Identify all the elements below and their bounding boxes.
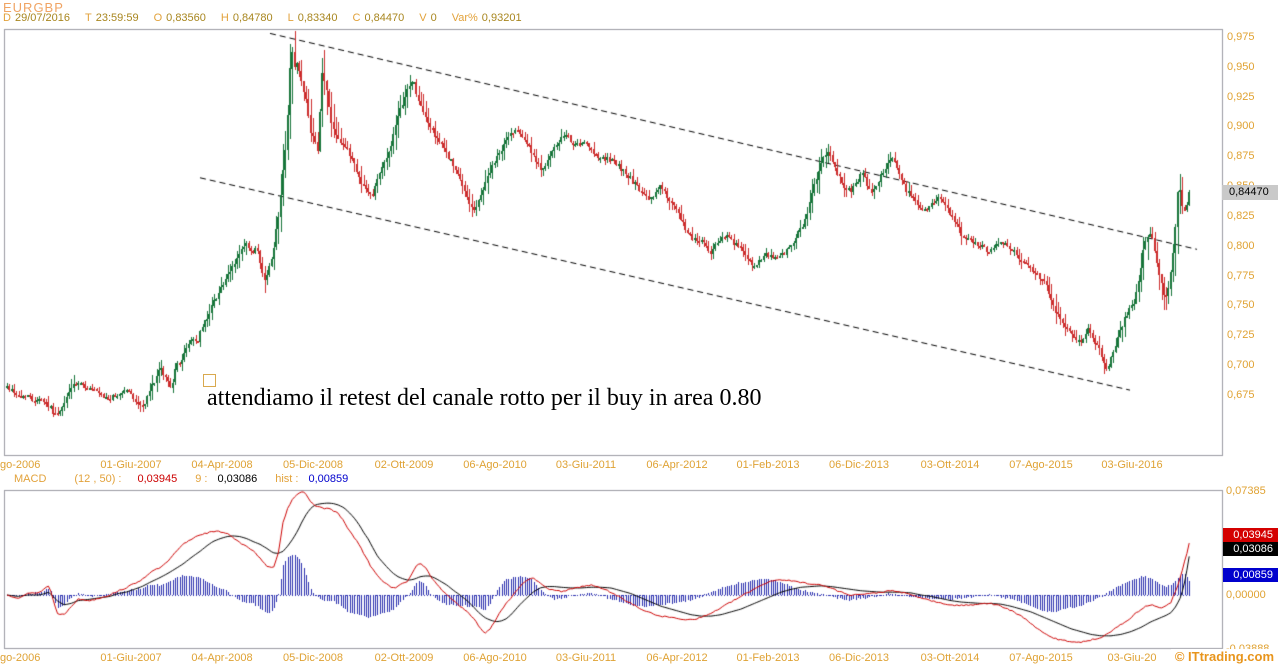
price-tick-label: 0,700	[1227, 359, 1255, 372]
quote-field-label: V	[419, 12, 427, 24]
date-tick-label: 03-Giu-2011	[555, 652, 617, 664]
price-tick-label: 0,900	[1227, 120, 1255, 133]
quote-field-value: 0,84780	[232, 12, 273, 24]
date-tick-label: 04-Apr-2008	[191, 652, 253, 664]
macd-header-item: (12 , 50) :	[74, 473, 122, 485]
macd-tick-label: 0,07385	[1226, 485, 1266, 498]
quote-field-value: 0,93201	[481, 12, 522, 24]
date-tick-label: 02-Ott-2009	[374, 652, 434, 664]
symbol-title: EURGBP	[3, 0, 64, 15]
quote-field-value: 0,84470	[364, 12, 405, 24]
quote-field-label: T	[85, 12, 92, 24]
quote-field-label: L	[287, 12, 294, 24]
quote-field-value: 0,83340	[297, 12, 338, 24]
date-tick-label: 03-Ott-2014	[920, 652, 980, 664]
quote-field-value: 23:59:59	[95, 12, 139, 24]
date-tick-label: 01-Giu-2007	[100, 652, 162, 664]
macd-header-row: MACD (12 , 50) : 0,03945 9 : 0,03086 hist : 0,…	[0, 473, 348, 485]
date-tick-label: 03-Giu-20	[1107, 652, 1157, 664]
macd-value-badge: 0,03945	[1223, 528, 1278, 542]
quote-field: C 0,84470	[353, 12, 405, 24]
price-tick-label: 0,675	[1227, 388, 1255, 401]
quote-info-row: D 29/07/2016 T 23:59:59 O 0,83560 H 0,84780 L 0,8…	[3, 12, 522, 24]
date-tick-label: 03-Giu-2011	[555, 459, 617, 471]
macd-tick-label: 0,00000	[1226, 589, 1266, 601]
quote-field: T 23:59:59	[85, 12, 139, 24]
quote-field: Var% 0,93201	[452, 12, 522, 24]
last-price-badge: 0,84470	[1222, 185, 1278, 200]
macd-header-item: 9 :	[195, 473, 208, 485]
quote-field-label: Var%	[451, 12, 478, 24]
date-tick-label: 06-Ago-2010	[463, 459, 527, 471]
price-tick-label: 0,975	[1227, 31, 1255, 43]
date-tick-label: 06-Apr-2012	[646, 459, 708, 471]
date-tick-label: 07-Ago-2015	[1009, 652, 1073, 664]
price-tick-label: 0,725	[1227, 329, 1255, 342]
quote-field-label: H	[220, 12, 229, 24]
price-tick-label: 0,925	[1227, 90, 1255, 103]
date-tick-label: 05-Dic-2008	[283, 652, 343, 664]
date-tick-label: 05-Dic-2008	[283, 459, 343, 471]
date-tick-label: 03-Ott-2014	[920, 459, 980, 471]
price-tick-label: 0,750	[1227, 299, 1255, 312]
quote-field: H 0,84780	[221, 12, 273, 24]
macd-header-item: MACD	[14, 473, 47, 485]
macd-value-badge: 0,00859	[1223, 568, 1278, 582]
date-tick-label: 03-Giu-2016	[1101, 459, 1163, 471]
quote-field: O 0,83560	[154, 12, 206, 24]
watermark-copyright: © ITtrading.com	[1170, 649, 1274, 664]
price-tick-label: 0,800	[1227, 239, 1255, 252]
date-tick-label: 07-Ago-2015	[1009, 459, 1073, 471]
price-tick-label: 0,950	[1227, 60, 1255, 73]
quote-field-value: 0	[430, 12, 437, 24]
annotation-anchor-square[interactable]	[203, 374, 216, 387]
date-tick-label: 06-Apr-2012	[646, 652, 708, 664]
price-tick-label: 0,875	[1227, 150, 1255, 163]
date-tick-label: 02-Ott-2009	[374, 459, 434, 471]
price-tick-label: 0,775	[1227, 269, 1255, 282]
quote-field: D 29/07/2016	[3, 12, 70, 24]
date-tick-label: 06-Dic-2013	[829, 652, 889, 664]
macd-header-item: 0,03086	[217, 473, 258, 485]
quote-field: L 0,83340	[288, 12, 338, 24]
quote-field-label: D	[3, 12, 11, 24]
quote-field-label: C	[352, 12, 361, 24]
date-tick-label: 04-Apr-2008	[191, 459, 253, 471]
date-tick-label: 06-Dic-2013	[829, 459, 889, 471]
quote-field-value: 0,83560	[166, 12, 206, 24]
quote-field-label: O	[153, 12, 163, 24]
price-tick-label: 0,825	[1227, 209, 1255, 222]
quote-field-value: 29/07/2016	[14, 12, 71, 24]
date-tick-label: go-2006	[0, 459, 41, 471]
date-tick-label: 06-Ago-2010	[463, 652, 527, 664]
macd-header-item: 0,03945	[137, 473, 178, 485]
date-tick-label: 01-Giu-2007	[100, 459, 162, 471]
date-tick-label: 01-Feb-2013	[736, 459, 800, 471]
macd-header-item: 0,00859	[308, 473, 349, 485]
date-tick-label: go-2006	[0, 652, 41, 664]
date-tick-label: 01-Feb-2013	[736, 652, 800, 664]
chart-annotation-text: attendiamo il retest del canale rotto pe…	[207, 385, 762, 411]
macd-header-item: hist :	[275, 473, 299, 485]
macd-value-badge: 0,03086	[1223, 542, 1278, 556]
